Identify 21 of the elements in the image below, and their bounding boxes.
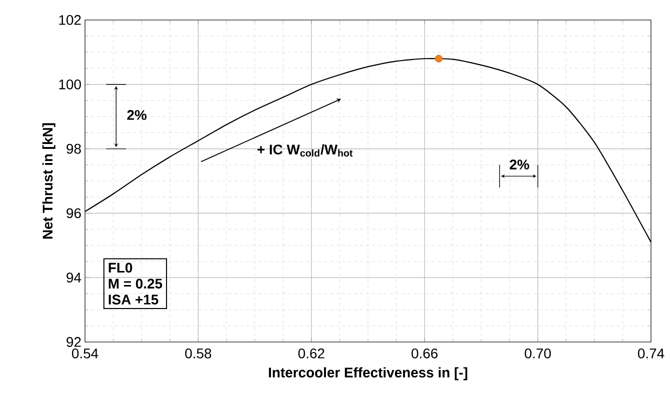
line-series xyxy=(84,58,652,243)
annotation: + IC W$_{cold}$/W$_{hot}$ xyxy=(257,144,353,157)
y-axis-title: Net Thrust in [kN] xyxy=(42,123,56,239)
x-tick-label: 0.54 xyxy=(72,348,98,358)
y-tick-label: 100 xyxy=(59,79,81,90)
annotation: FL0 xyxy=(108,262,132,273)
x-tick-label: 0.66 xyxy=(412,348,438,358)
x-axis-title: Intercooler Effectiveness in [-] xyxy=(268,367,468,380)
x-tick-label: 0.62 xyxy=(298,348,324,358)
y-tick-label: 96 xyxy=(66,208,81,218)
annotation: M = 0.25 xyxy=(108,278,162,289)
x-tick-label: 0.74 xyxy=(638,348,664,358)
x-tick-label: 0.58 xyxy=(185,348,212,358)
y-tick-label: 98 xyxy=(66,144,81,154)
y-tick-label: 94 xyxy=(66,272,82,283)
y-tick-label: 102 xyxy=(59,15,81,25)
y-tick-label: 92 xyxy=(66,337,81,347)
annotation: 2% xyxy=(510,160,530,170)
x-tick-label: 0.70 xyxy=(524,348,551,358)
annotation: ISA +15 xyxy=(108,294,158,305)
annotation: 2% xyxy=(127,110,147,120)
